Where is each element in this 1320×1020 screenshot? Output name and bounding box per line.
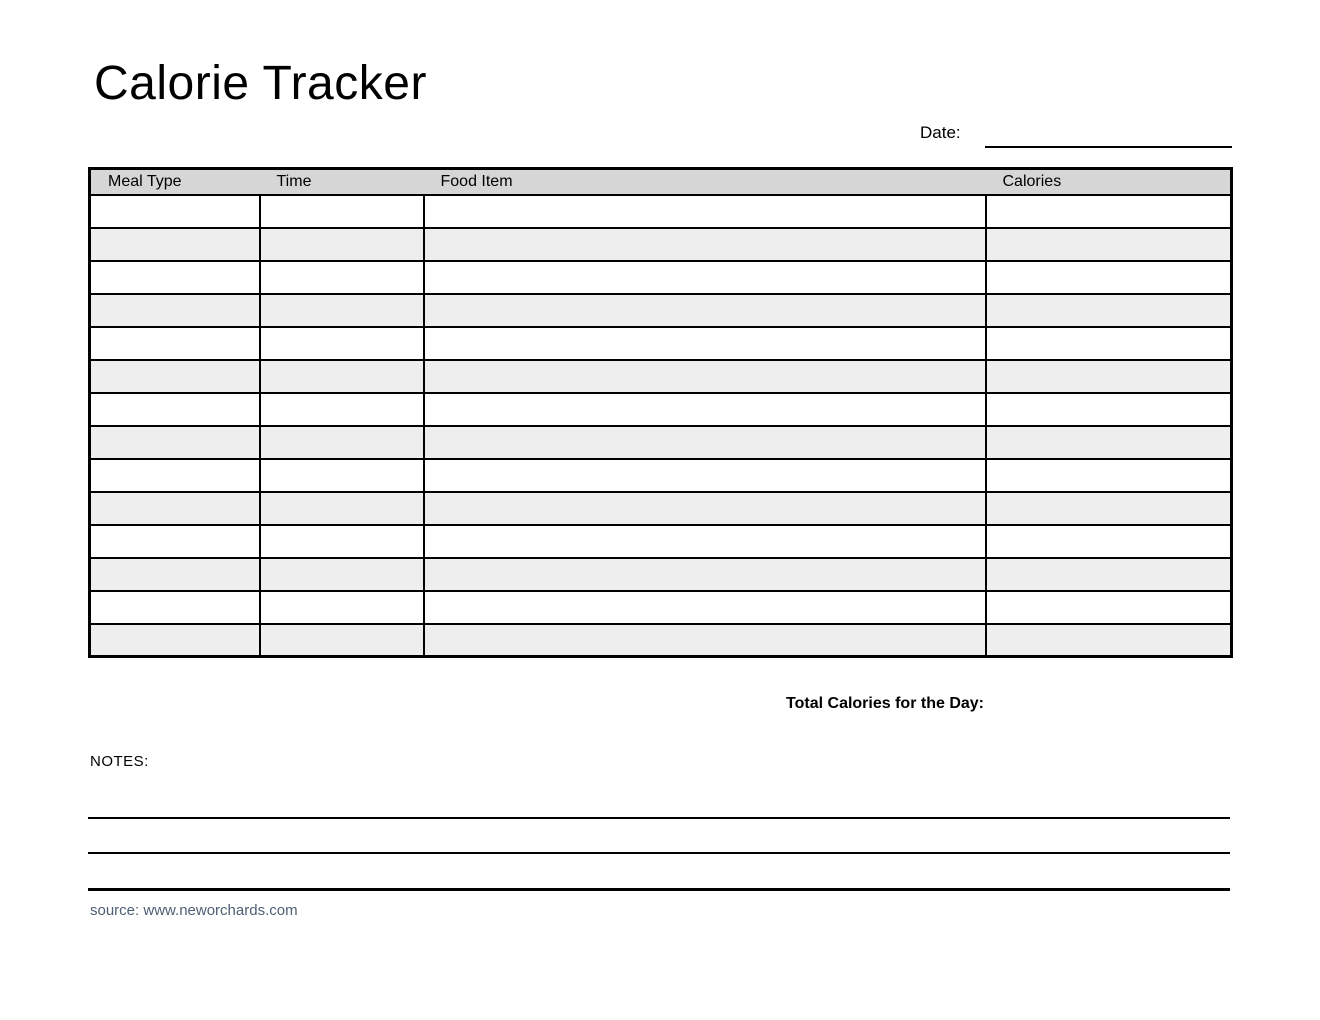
table-cell bbox=[258, 358, 425, 394]
calorie-table-container: Meal Type Time Food Item Calories bbox=[88, 167, 1233, 658]
table-cell bbox=[422, 424, 987, 460]
table-cell bbox=[88, 226, 261, 262]
date-label: Date: bbox=[920, 123, 961, 142]
table-cell bbox=[88, 556, 261, 592]
table-cell bbox=[88, 523, 261, 559]
table-row bbox=[88, 589, 1233, 625]
table-cell bbox=[984, 589, 1233, 625]
table-cell bbox=[422, 622, 987, 658]
table-row bbox=[88, 325, 1233, 361]
table-cell bbox=[88, 358, 261, 394]
table-row bbox=[88, 523, 1233, 559]
table-cell bbox=[88, 622, 261, 658]
table-cell bbox=[258, 589, 425, 625]
calorie-table-header: Meal Type Time Food Item Calories bbox=[89, 168, 1232, 196]
notes-line bbox=[88, 888, 1230, 891]
total-calories-label: Total Calories for the Day: bbox=[786, 695, 984, 712]
table-cell bbox=[258, 424, 425, 460]
table-row bbox=[88, 391, 1233, 427]
column-header-time: Time bbox=[259, 168, 424, 196]
table-cell bbox=[984, 457, 1233, 493]
table-cell bbox=[258, 193, 425, 229]
table-cell bbox=[422, 193, 987, 229]
source-credit: source: www.neworchards.com bbox=[90, 902, 298, 919]
table-row bbox=[88, 424, 1233, 460]
table-cell bbox=[422, 391, 987, 427]
table-row bbox=[88, 622, 1233, 658]
table-cell bbox=[88, 292, 261, 328]
table-cell bbox=[88, 457, 261, 493]
table-cell bbox=[88, 490, 261, 526]
table-cell bbox=[984, 292, 1233, 328]
table-cell bbox=[258, 556, 425, 592]
table-cell bbox=[984, 358, 1233, 394]
table-cell bbox=[258, 490, 425, 526]
table-row bbox=[88, 490, 1233, 526]
table-cell bbox=[422, 556, 987, 592]
table-cell bbox=[984, 391, 1233, 427]
table-cell bbox=[422, 226, 987, 262]
calorie-table: Meal Type Time Food Item Calories bbox=[88, 167, 1233, 658]
table-row bbox=[88, 556, 1233, 592]
table-cell bbox=[258, 292, 425, 328]
table-cell bbox=[984, 193, 1233, 229]
table-cell bbox=[258, 523, 425, 559]
table-cell bbox=[984, 424, 1233, 460]
table-cell bbox=[258, 259, 425, 295]
table-cell bbox=[984, 622, 1233, 658]
notes-label: NOTES: bbox=[90, 753, 149, 770]
date-fill-in-line bbox=[985, 146, 1232, 148]
table-cell bbox=[422, 490, 987, 526]
table-cell bbox=[88, 391, 261, 427]
notes-line bbox=[88, 817, 1230, 819]
table-cell bbox=[422, 589, 987, 625]
table-row bbox=[88, 457, 1233, 493]
table-cell bbox=[984, 259, 1233, 295]
header-row: Meal Type Time Food Item Calories bbox=[89, 168, 1232, 196]
table-cell bbox=[984, 490, 1233, 526]
table-cell bbox=[258, 391, 425, 427]
table-row bbox=[88, 292, 1233, 328]
table-cell bbox=[88, 589, 261, 625]
table-row bbox=[88, 259, 1233, 295]
column-header-food-item: Food Item bbox=[423, 168, 986, 196]
table-cell bbox=[422, 292, 987, 328]
table-cell bbox=[88, 325, 261, 361]
table-row bbox=[88, 193, 1233, 229]
table-cell bbox=[88, 259, 261, 295]
page-title: Calorie Tracker bbox=[94, 57, 427, 110]
table-row bbox=[88, 358, 1233, 394]
table-cell bbox=[88, 193, 261, 229]
table-cell bbox=[258, 325, 425, 361]
table-cell bbox=[422, 457, 987, 493]
table-cell bbox=[88, 424, 261, 460]
table-cell bbox=[984, 523, 1233, 559]
table-cell bbox=[984, 556, 1233, 592]
calorie-table-body bbox=[88, 193, 1233, 658]
table-cell bbox=[984, 226, 1233, 262]
table-cell bbox=[422, 523, 987, 559]
table-cell bbox=[422, 259, 987, 295]
column-header-meal-type: Meal Type bbox=[89, 168, 260, 196]
notes-line bbox=[88, 852, 1230, 854]
table-cell bbox=[422, 358, 987, 394]
table-row bbox=[88, 226, 1233, 262]
table-cell bbox=[258, 226, 425, 262]
table-cell bbox=[984, 325, 1233, 361]
table-cell bbox=[258, 457, 425, 493]
table-cell bbox=[422, 325, 987, 361]
column-header-calories: Calories bbox=[985, 168, 1232, 196]
table-cell bbox=[258, 622, 425, 658]
